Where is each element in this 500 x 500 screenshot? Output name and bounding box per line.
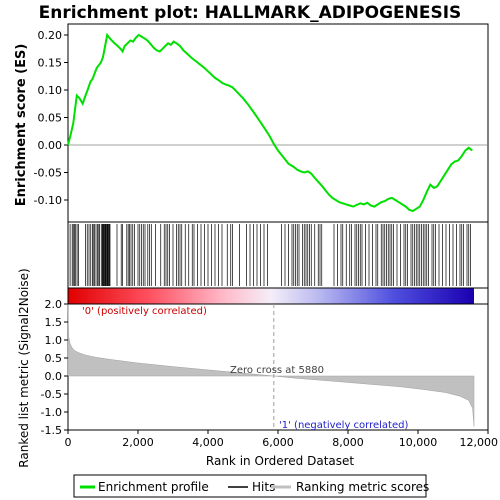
es-plot-area [67,23,489,223]
rank-x-tick-label: 2,000 [122,436,154,449]
rank-y-tick-label: 2.0 [45,298,63,311]
positive-correlation-label: '0' (positively correlated) [82,306,207,317]
rank-y-tick-label: 1.0 [45,334,63,347]
rank-x-tick-label: 12,000 [460,436,499,449]
rank-x-axis-label: Rank in Ordered Dataset [206,454,354,468]
es-y-tick-label: 0.10 [38,84,63,97]
rank-y-axis: 2.0 1.5 1.0 0.5 0.0 -0.5 -1.0 -1.5 [41,298,68,437]
rank-x-tick-label: 8,000 [332,436,364,449]
hit-markers [69,224,471,286]
rank-heatmap-bar [68,288,474,304]
legend-profile-label: Enrichment profile [98,480,209,494]
legend-metric-label: Ranking metric scores [296,480,429,494]
rank-y-tick-label: 1.5 [45,316,63,329]
rank-x-tick-label: 4,000 [192,436,224,449]
rank-y-tick-label: -1.0 [41,406,62,419]
es-y-tick-label: 0.00 [38,139,63,152]
ranking-metric-area [67,303,475,427]
es-y-tick-label: 0.05 [38,112,63,125]
es-y-axis: 0.20 0.15 0.10 0.05 0.00 -0.05 -0.10 [34,29,68,207]
rank-y-tick-label: 0.0 [45,370,63,383]
legend-box [73,474,427,498]
rank-x-axis: 0 2,000 4,000 6,000 8,000 10,000 12,000 [65,430,499,449]
rank-y-tick-label: -1.5 [41,424,62,437]
es-y-tick-label: -0.10 [34,194,62,207]
rank-x-tick-label: 6,000 [262,436,294,449]
es-y-tick-label: 0.20 [38,29,63,42]
rank-y-axis-label: Ranked list metric (Signal2Noise) [17,268,31,467]
es-y-axis-label: Enrichment score (ES) [14,44,29,207]
rank-x-tick-label: 0 [65,436,72,449]
chart-title: Enrichment plot: HALLMARK_ADIPOGENESIS [39,3,462,23]
es-y-tick-label: -0.05 [34,167,62,180]
es-y-tick-label: 0.15 [38,57,63,70]
legend-hits-label: Hits [252,480,275,494]
rank-y-tick-label: 0.5 [45,352,63,365]
rank-x-tick-label: 10,000 [399,436,438,449]
negative-correlation-label: '1' (negatively correlated) [279,420,408,431]
zero-cross-label: Zero cross at 5880 [230,365,324,376]
enrichment-profile-line [67,32,473,213]
rank-y-tick-label: -0.5 [41,388,62,401]
